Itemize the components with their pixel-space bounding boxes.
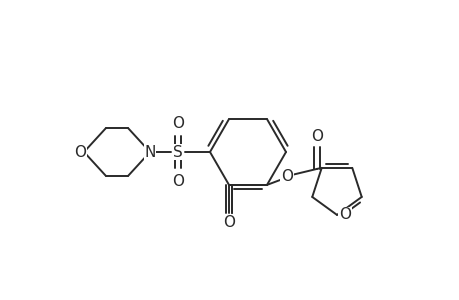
Text: N: N [144,145,155,160]
Text: O: O [74,145,86,160]
Text: O: O [280,169,292,184]
Text: O: O [310,129,322,144]
Text: S: S [173,145,183,160]
Text: O: O [172,173,184,188]
Text: O: O [172,116,184,130]
Text: O: O [338,207,350,222]
Text: O: O [223,215,235,230]
